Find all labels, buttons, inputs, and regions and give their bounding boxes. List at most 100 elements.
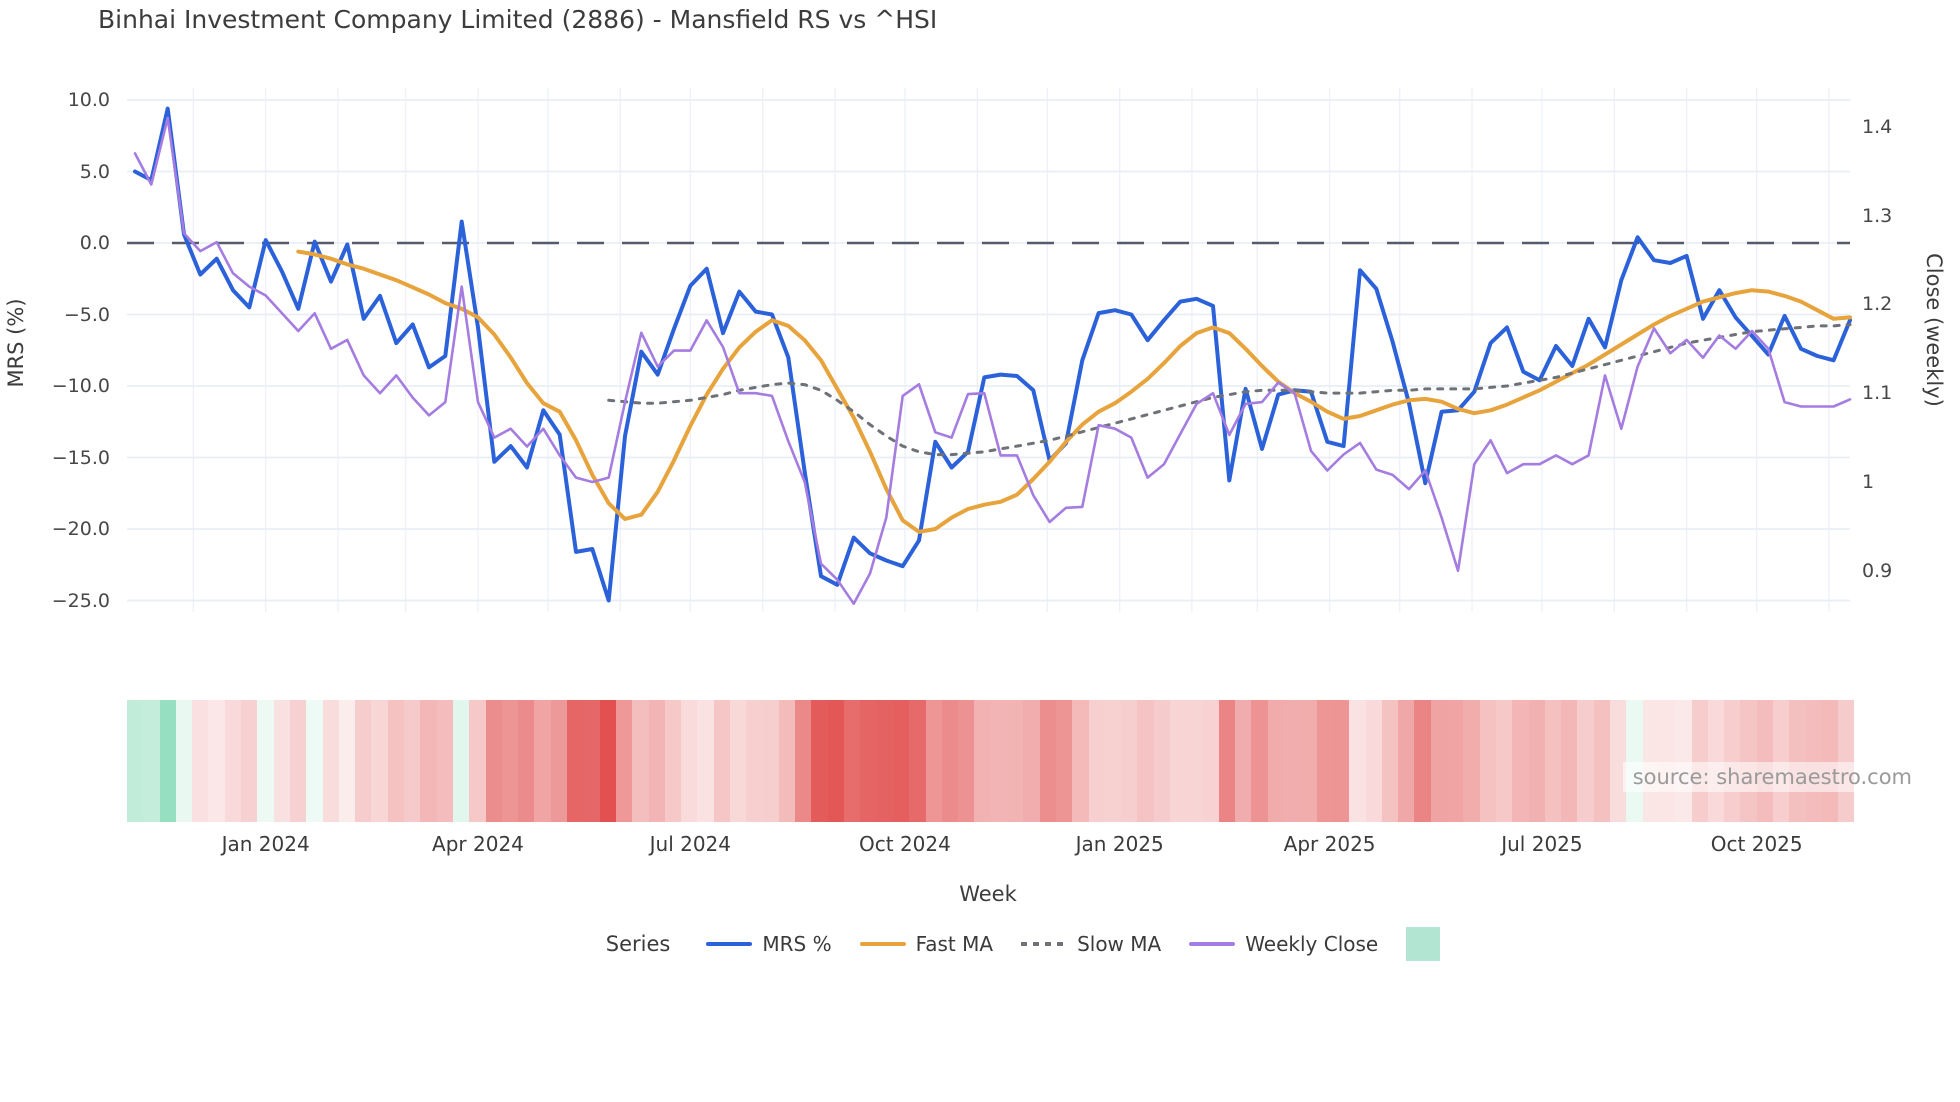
page-title: Binhai Investment Company Limited (2886)… [98, 5, 938, 34]
heatmap-cell [1626, 700, 1643, 822]
heatmap-cell [534, 700, 551, 822]
weekly-close-line [133, 116, 1852, 605]
heatmap-cell [1218, 700, 1236, 822]
heatmap-cell [1610, 700, 1627, 822]
heatmap-cell [1039, 700, 1056, 822]
heatmap-cell [1186, 700, 1203, 822]
heatmap-cell [746, 700, 763, 822]
legend-title: Series [605, 932, 671, 956]
heatmap-cell [615, 700, 633, 822]
y-left-tick-label: −10.0 [51, 375, 110, 397]
heatmap-cell [1593, 700, 1611, 822]
heatmap-cell [1170, 700, 1187, 822]
heatmap-cell [1479, 700, 1496, 822]
x-axis-title: Week [959, 882, 1017, 906]
y-left-tick-label: −25.0 [51, 589, 110, 612]
heatmap-cell [241, 700, 258, 822]
heatmap-cell [257, 700, 274, 822]
heatmap-cell [1430, 700, 1448, 822]
heatmap-cell [208, 700, 225, 822]
heatmap-cell [1724, 700, 1741, 822]
heatmap-cell [1821, 700, 1839, 822]
heatmap-cell [697, 700, 714, 822]
heatmap-cell [469, 700, 486, 822]
legend-item-weekly-close: Weekly Close [1189, 932, 1378, 956]
x-tick-label: Apr 2024 [432, 832, 524, 856]
y-left-tick-label: −15.0 [51, 446, 110, 469]
heatmap-cell [371, 700, 388, 822]
heatmap-cell [1691, 700, 1708, 822]
heatmap-cell [501, 700, 519, 822]
chart-legend: Series MRS % Fast MA Slow MA Weekly Close [100, 927, 1960, 961]
heatmap-cell [355, 700, 372, 822]
heatmap-cell [338, 700, 356, 822]
y-left-tick-label: −20.0 [51, 518, 110, 540]
heatmap-cell [681, 700, 698, 822]
heatmap-cell [1642, 700, 1659, 822]
heatmap-cell [583, 700, 600, 822]
heatmap-cell [1495, 700, 1513, 822]
heatmap-swatch-icon [1406, 927, 1441, 961]
x-tick-label: Oct 2024 [859, 832, 951, 856]
heatmap-cell [1707, 700, 1725, 822]
heatmap-cell [1561, 700, 1578, 822]
heatmap-cell [729, 700, 747, 822]
heatmap-cell [632, 700, 649, 822]
y-right-tick-label: 1.2 [1862, 293, 1893, 316]
heatmap-cell [958, 700, 975, 822]
x-tick-label: Jan 2024 [221, 832, 310, 856]
x-tick-label: Oct 2025 [1710, 832, 1803, 856]
heatmap-cell [1023, 700, 1040, 822]
heatmap-cell [762, 700, 779, 822]
heatmap-cell [1055, 700, 1073, 822]
heatmap-cell [1447, 700, 1464, 822]
heatmap-cell [1740, 700, 1757, 822]
heatmap-cell [1316, 700, 1333, 822]
legend-label: Slow MA [1077, 932, 1162, 956]
y-right-tick-label: 1.3 [1862, 204, 1893, 227]
heatmap-cell [1463, 700, 1480, 822]
heatmap-cell [159, 700, 176, 822]
y-left-tick-label: 10.0 [67, 89, 110, 111]
heatmap-cell [1528, 700, 1545, 822]
heatmap-cell [1805, 700, 1822, 822]
heatmap-cell [1756, 700, 1773, 822]
mrs-heatmap-strip [127, 700, 1855, 822]
heatmap-cell [778, 700, 796, 822]
heatmap-cell [273, 700, 290, 822]
heatmap-cell [1153, 700, 1170, 822]
heatmap-cell [925, 700, 942, 822]
heatmap-cell [974, 700, 991, 822]
heatmap-cell [1544, 700, 1562, 822]
heatmap-cell [224, 700, 242, 822]
heatmap-cell [1284, 700, 1301, 822]
x-tick-label: Jul 2025 [1501, 832, 1583, 856]
y-right-tick-label: 1.1 [1862, 382, 1893, 405]
heatmap-cell [1121, 700, 1138, 822]
legend-item-fast-ma: Fast MA [859, 932, 993, 956]
heatmap-cell [387, 700, 405, 822]
line-swatch-icon [859, 942, 906, 946]
heatmap-cell [192, 700, 209, 822]
dashed-line-swatch-icon [1021, 942, 1068, 946]
heatmap-cell [1202, 700, 1219, 822]
heatmap-cell [404, 700, 421, 822]
y-right-tick-label: 1.4 [1862, 115, 1893, 138]
legend-item-heatmap [1406, 927, 1441, 961]
heatmap-cell [941, 700, 959, 822]
heatmap-cell [322, 700, 339, 822]
y-axis-right-title: Close (weekly) [1922, 253, 1946, 407]
x-tick-label: Apr 2025 [1283, 832, 1376, 856]
heatmap-cell [1072, 700, 1089, 822]
heatmap-cell [1088, 700, 1105, 822]
heatmap-cell [1349, 700, 1366, 822]
heatmap-cell [452, 700, 470, 822]
heatmap-cell [420, 700, 437, 822]
heatmap-cell [795, 700, 812, 822]
heatmap-cell [436, 700, 453, 822]
legend-item-slow-ma: Slow MA [1021, 932, 1161, 956]
heatmap-cell [1332, 700, 1350, 822]
fast-ma-line [296, 249, 1852, 534]
heatmap-cell [1398, 700, 1415, 822]
